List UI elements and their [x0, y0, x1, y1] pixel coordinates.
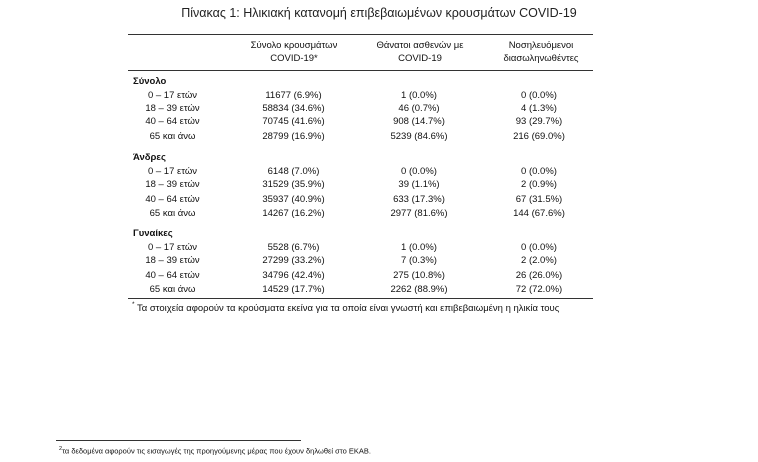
table-header-rule: [128, 70, 593, 71]
header-deaths: Θάνατοι ασθενών με COVID-19: [372, 39, 468, 65]
cases-cell: 28799 (16.9%): [262, 131, 325, 142]
header-total-cases-line1: Σύνολο κρουσμάτων: [250, 40, 338, 51]
section-label: Γυναίκες: [133, 228, 173, 239]
intubated-cell: 93 (29.7%): [515, 116, 563, 127]
deaths-cell: 1 (0.0%): [401, 90, 437, 101]
table-row: 40 – 64 ετών 70745 (41.6%) 908 (14.7%) 9…: [0, 114, 758, 129]
intubated-cell: 2 (2.0%): [521, 255, 557, 266]
header-intubated-line2: διασωληνωθέντες: [503, 53, 579, 64]
intubated-cell: 2 (0.9%): [521, 179, 557, 190]
cases-cell: 27299 (33.2%): [262, 255, 325, 266]
deaths-cell: 0 (0.0%): [401, 166, 437, 177]
age-group: 18 – 39 ετών: [145, 179, 200, 190]
table-row: 18 – 39 ετών 31529 (35.9%) 39 (1.1%) 2 (…: [0, 177, 758, 192]
section-heading-row: Σύνολο: [0, 74, 758, 89]
footnote-separator: [56, 440, 301, 441]
section-heading-row: Άνδρες: [0, 150, 758, 165]
deaths-cell: 1 (0.0%): [401, 242, 437, 253]
table-row: 18 – 39 ετών 27299 (33.2%) 7 (0.3%) 2 (2…: [0, 253, 758, 268]
intubated-cell: 0 (0.0%): [521, 90, 557, 101]
age-group: 65 και άνω: [149, 131, 196, 142]
header-total-cases-line2: COVID-19*: [270, 53, 318, 64]
age-group: 65 και άνω: [149, 208, 196, 219]
note-text: Τα στοιχεία αφορούν τα κρούσματα εκείνα …: [134, 303, 560, 315]
deaths-cell: 46 (0.7%): [398, 103, 440, 114]
table-row: 0 – 17 ετών 5528 (6.7%) 1 (0.0%) 0 (0.0%…: [0, 240, 758, 255]
age-group: 40 – 64 ετών: [145, 194, 200, 205]
table-row: 65 και άνω 14529 (17.7%) 2262 (88.9%) 72…: [0, 282, 758, 297]
table-bottom-rule: [128, 298, 593, 299]
table-row: 65 και άνω 28799 (16.9%) 5239 (84.6%) 21…: [0, 129, 758, 144]
age-group: 0 – 17 ετών: [147, 242, 198, 253]
cases-cell: 31529 (35.9%): [262, 179, 325, 190]
page-footnote: 2τα δεδομένα αφορούν τις εισαγωγές της π…: [59, 446, 371, 456]
footnote-text: τα δεδομένα αφορούν τις εισαγωγές της πρ…: [62, 446, 371, 456]
deaths-cell: 7 (0.3%): [401, 255, 437, 266]
table-row: 0 – 17 ετών 6148 (7.0%) 0 (0.0%) 0 (0.0%…: [0, 164, 758, 179]
intubated-cell: 0 (0.0%): [521, 166, 557, 177]
deaths-cell: 2977 (81.6%): [390, 208, 448, 219]
cases-cell: 5528 (6.7%): [267, 242, 320, 253]
age-group: 65 και άνω: [149, 284, 196, 295]
footnote-marker: 2: [59, 446, 63, 452]
note-marker: *: [132, 301, 135, 308]
deaths-cell: 39 (1.1%): [398, 179, 440, 190]
age-group: 40 – 64 ετών: [145, 116, 200, 127]
cases-cell: 6148 (7.0%): [267, 166, 320, 177]
intubated-cell: 0 (0.0%): [521, 242, 557, 253]
cases-cell: 34796 (42.4%): [262, 270, 325, 281]
table-row: 18 – 39 ετών 58834 (34.6%) 46 (0.7%) 4 (…: [0, 101, 758, 116]
intubated-cell: 4 (1.3%): [521, 103, 557, 114]
section-label: Άνδρες: [133, 152, 166, 163]
table-row: 65 και άνω 14267 (16.2%) 2977 (81.6%) 14…: [0, 206, 758, 221]
cases-cell: 58834 (34.6%): [262, 103, 325, 114]
table-title: Πίνακας 1: Ηλικιακή κατανομή επιβεβαιωμέ…: [181, 6, 577, 20]
intubated-cell: 67 (31.5%): [515, 194, 563, 205]
header-intubated-line1: Νοσηλευόμενοι: [508, 40, 574, 51]
header-total-cases: Σύνολο κρουσμάτων COVID-19*: [250, 39, 338, 65]
age-group: 0 – 17 ετών: [147, 90, 198, 101]
deaths-cell: 908 (14.7%): [393, 116, 445, 127]
cases-cell: 11677 (6.9%): [265, 90, 322, 101]
table-row: 40 – 64 ετών 34796 (42.4%) 275 (10.8%) 2…: [0, 268, 758, 283]
table-note: * Τα στοιχεία αφορούν τα κρούσματα εκείν…: [132, 301, 560, 315]
intubated-cell: 26 (26.0%): [515, 270, 563, 281]
intubated-cell: 144 (67.6%): [513, 208, 565, 219]
deaths-cell: 2262 (88.9%): [390, 284, 448, 295]
header-intubated: Νοσηλευόμενοι διασωληνωθέντες: [494, 39, 588, 65]
age-group: 18 – 39 ετών: [145, 103, 200, 114]
section-heading-row: Γυναίκες: [0, 226, 758, 241]
header-deaths-line1: Θάνατοι ασθενών με: [376, 40, 464, 51]
cases-cell: 14529 (17.7%): [262, 284, 325, 295]
deaths-cell: 275 (10.8%): [393, 270, 445, 281]
intubated-cell: 72 (72.0%): [515, 284, 563, 295]
intubated-cell: 216 (69.0%): [513, 131, 565, 142]
table-top-rule: [128, 34, 593, 35]
cases-cell: 35937 (40.9%): [262, 194, 325, 205]
cases-cell: 14267 (16.2%): [262, 208, 325, 219]
header-deaths-line2: COVID-19: [398, 53, 442, 64]
deaths-cell: 5239 (84.6%): [390, 131, 448, 142]
table-row: 40 – 64 ετών 35937 (40.9%) 633 (17.3%) 6…: [0, 192, 758, 207]
age-group: 18 – 39 ετών: [145, 255, 200, 266]
age-group: 0 – 17 ετών: [147, 166, 198, 177]
section-label: Σύνολο: [133, 76, 167, 87]
table-row: 0 – 17 ετών 11677 (6.9%) 1 (0.0%) 0 (0.0…: [0, 88, 758, 103]
cases-cell: 70745 (41.6%): [262, 116, 325, 127]
deaths-cell: 633 (17.3%): [393, 194, 445, 205]
age-group: 40 – 64 ετών: [145, 270, 200, 281]
